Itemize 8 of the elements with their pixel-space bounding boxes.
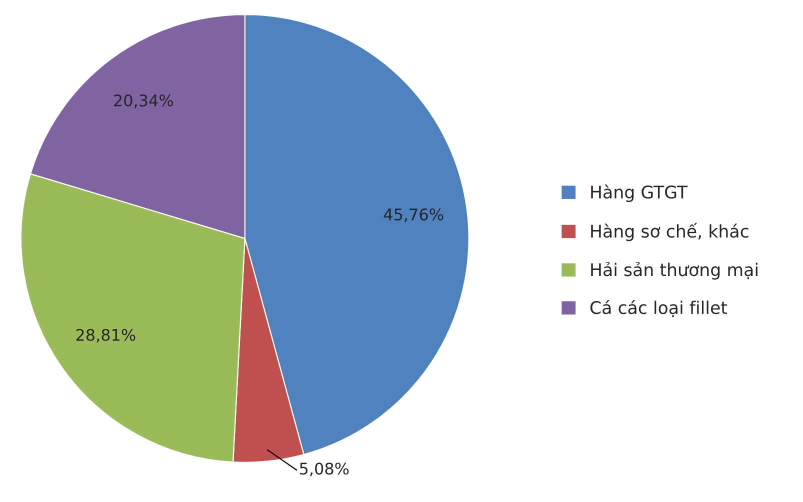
legend-label: Cá các loại fillet — [590, 300, 728, 318]
data-label: 45,76% — [384, 208, 444, 222]
data-label: 5,08% — [300, 462, 349, 476]
data-label: 20,34% — [114, 94, 173, 108]
legend-label: Hàng GTGT — [591, 184, 688, 202]
legend-label: Hàng sơ chế, khác — [591, 222, 748, 242]
legend-label: Hải sản thương mại — [591, 262, 758, 280]
data-label: 28,81% — [76, 328, 136, 343]
